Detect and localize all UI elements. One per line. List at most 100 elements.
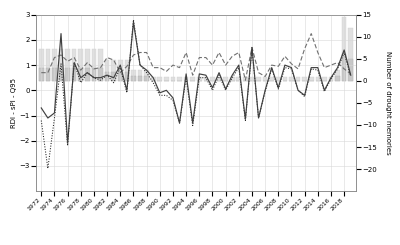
- Bar: [52, 68, 57, 81]
- SPI: [309, 67, 314, 70]
- Bar: [98, 68, 103, 81]
- SPI: [138, 64, 142, 67]
- Bar: [46, 68, 50, 81]
- Bar: [59, 49, 63, 81]
- RDI: [210, 86, 215, 89]
- Q95: [263, 75, 268, 78]
- RDI: [59, 32, 64, 35]
- Y-axis label: RDI - sPl - Q95: RDI - sPl - Q95: [10, 78, 16, 128]
- Q95: [138, 51, 142, 54]
- Q95: [250, 46, 254, 49]
- RDI: [39, 107, 44, 110]
- SPI: [46, 167, 50, 170]
- RDI: [157, 91, 162, 94]
- SPI: [276, 87, 281, 90]
- SPI: [322, 90, 327, 93]
- Bar: [138, 76, 142, 81]
- RDI: [177, 122, 182, 124]
- RDI: [316, 66, 320, 69]
- RDI: [131, 21, 136, 24]
- Q95: [92, 67, 96, 70]
- SPI: [342, 51, 346, 54]
- Bar: [263, 77, 268, 81]
- Bar: [78, 49, 83, 81]
- Bar: [342, 54, 346, 81]
- RDI: [78, 76, 83, 79]
- SPI: [184, 76, 188, 79]
- Bar: [46, 49, 50, 81]
- SPI: [78, 81, 83, 84]
- Bar: [210, 77, 215, 81]
- RDI: [85, 71, 90, 74]
- Bar: [59, 68, 63, 81]
- SPI: [118, 66, 123, 69]
- SPI: [39, 119, 44, 122]
- RDI: [348, 74, 353, 77]
- RDI: [223, 87, 228, 90]
- Q95: [131, 54, 136, 57]
- Bar: [144, 70, 149, 81]
- RDI: [151, 76, 156, 79]
- SPI: [223, 89, 228, 92]
- Q95: [65, 60, 70, 63]
- RDI: [72, 61, 76, 64]
- RDI: [289, 66, 294, 69]
- Bar: [92, 68, 96, 81]
- RDI: [256, 117, 261, 120]
- SPI: [316, 69, 320, 72]
- SPI: [328, 77, 333, 80]
- Bar: [342, 17, 346, 81]
- Bar: [131, 70, 136, 81]
- Bar: [329, 77, 333, 81]
- Bar: [72, 49, 76, 81]
- Bar: [39, 49, 44, 81]
- Bar: [270, 77, 274, 81]
- Bar: [92, 49, 96, 81]
- Bar: [256, 77, 261, 81]
- SPI: [164, 94, 169, 97]
- Q95: [151, 66, 156, 69]
- Bar: [39, 68, 44, 81]
- RDI: [164, 89, 169, 92]
- Bar: [105, 60, 110, 81]
- Bar: [52, 49, 57, 81]
- SPI: [59, 62, 64, 65]
- Q95: [296, 67, 300, 70]
- Bar: [190, 77, 195, 81]
- Bar: [151, 77, 156, 81]
- Q95: [217, 51, 222, 54]
- Bar: [105, 72, 110, 81]
- Q95: [342, 67, 346, 70]
- SPI: [348, 75, 353, 78]
- SPI: [98, 79, 103, 82]
- RDI: [184, 73, 188, 75]
- Bar: [348, 59, 353, 81]
- SPI: [269, 67, 274, 70]
- Q95: [236, 51, 241, 54]
- Q95: [85, 61, 90, 64]
- SPI: [131, 18, 136, 21]
- RDI: [170, 96, 175, 99]
- SPI: [204, 76, 208, 79]
- Q95: [184, 51, 188, 54]
- Q95: [144, 51, 149, 54]
- Bar: [289, 77, 294, 81]
- RDI: [111, 76, 116, 79]
- Bar: [164, 77, 169, 81]
- Q95: [289, 62, 294, 65]
- Bar: [335, 70, 340, 81]
- Bar: [98, 49, 103, 81]
- Q95: [302, 47, 307, 50]
- Q95: [309, 32, 314, 35]
- RDI: [269, 66, 274, 69]
- Bar: [124, 72, 129, 81]
- Bar: [309, 77, 314, 81]
- Q95: [59, 54, 64, 57]
- RDI: [309, 66, 314, 69]
- SPI: [105, 74, 110, 77]
- SPI: [170, 99, 175, 102]
- Bar: [316, 77, 320, 81]
- Bar: [184, 77, 188, 81]
- Q95: [282, 55, 287, 58]
- Q95: [348, 73, 353, 75]
